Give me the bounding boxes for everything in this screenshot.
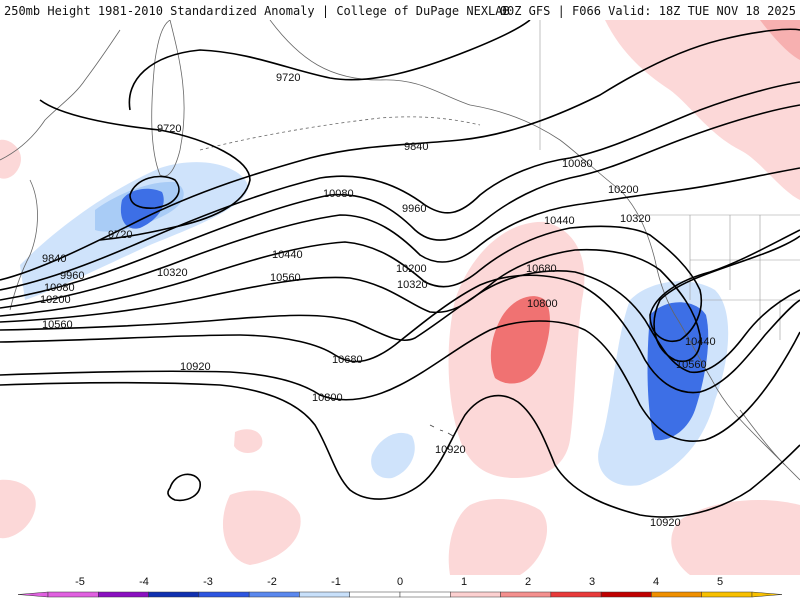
hawaii-islands: [429, 424, 454, 437]
pos-anomaly-far-west: [0, 139, 21, 179]
contour-9960: [0, 81, 800, 291]
contour-label-10320-c: 10320: [620, 213, 651, 225]
contour-label-10320-a: 10320: [157, 267, 188, 279]
colorbar-segment: [47, 591, 99, 598]
colorbar-segment: [450, 591, 501, 598]
pos-anomaly-south-west: [0, 479, 36, 539]
contour-label-10440-a: 10440: [272, 249, 303, 261]
colorbar-tick: 2: [525, 576, 531, 588]
colorbar-tick: -1: [331, 576, 341, 588]
contour-labels: 9720 9720 9720 9840 9840 9960 9960 10080…: [40, 72, 716, 529]
contour-label-10200-b: 10200: [396, 263, 427, 275]
colorbar-segment: [701, 591, 753, 598]
colorbar-tick: -4: [139, 576, 149, 588]
baja-peninsula: [739, 409, 786, 466]
contour-10800: [0, 320, 800, 442]
colorbar-segments: [17, 591, 783, 598]
colorbar-segment: [651, 591, 702, 598]
contour-10920: [0, 381, 800, 518]
pos-anomaly-south-east-2: [671, 500, 800, 575]
contour-label-10680-b: 10680: [526, 263, 557, 275]
contour-label-10080-a: 10080: [44, 282, 75, 294]
contour-label-9840-a: 9840: [42, 253, 66, 265]
colorbar-tick: 5: [717, 576, 723, 588]
contour-label-10680-a: 10680: [332, 354, 363, 366]
contour-10080: [0, 104, 800, 301]
colorbar-segment: [299, 591, 350, 598]
contour-label-10080-c: 10080: [562, 158, 593, 170]
colorbar-segment: [349, 591, 401, 598]
contour-10440: [0, 235, 800, 362]
neg-anomaly-california-dark: [647, 302, 709, 441]
contour-9720-loop: [39, 99, 251, 241]
colorbar-segment: [98, 591, 149, 598]
colorbar-ticks: -5 -4 -3 -2 -1 0 1 2 3 4 5: [75, 576, 723, 588]
colorbar-tick: -3: [203, 576, 213, 588]
coastlines: [0, 20, 800, 481]
colorbar-segment: [148, 591, 200, 598]
colorbar-segment: [248, 591, 300, 598]
kamchatka-coast: [151, 20, 185, 177]
height-contours: [0, 20, 800, 518]
aleutians: [199, 116, 481, 151]
contour-label-9960-b: 9960: [402, 203, 426, 215]
contour-10920-ring: [167, 473, 201, 502]
contour-label-10080-b: 10080: [323, 188, 354, 200]
colorbar-segment: [198, 591, 250, 598]
colorbar-segment: [600, 591, 652, 598]
contour-9840: [0, 28, 800, 281]
anomaly-map: 9720 9720 9720 9840 9840 9960 9960 10080…: [0, 20, 800, 575]
north-america-west-coast: [654, 259, 800, 481]
colorbar-tick: 3: [589, 576, 595, 588]
colorbar-tick: 0: [397, 576, 403, 588]
contour-label-10440-c: 10440: [685, 336, 716, 348]
anomaly-colorbar: -5 -4 -3 -2 -1 0 1 2 3 4 5: [0, 575, 800, 600]
contour-label-10800-b: 10800: [527, 298, 558, 310]
pos-anomaly-central-pacific-dark: [490, 296, 550, 384]
contour-10560: [0, 270, 800, 373]
alaska-coast: [269, 20, 656, 261]
anomaly-shading: [0, 20, 800, 575]
colorbar-tick: -5: [75, 576, 85, 588]
contour-label-10320-b: 10320: [397, 279, 428, 291]
neg-anomaly-west-pacific-dark: [120, 188, 164, 229]
contour-9720-north: [128, 20, 531, 111]
map-title: 250mb Height 1981-2010 Standardized Anom…: [4, 4, 510, 18]
colorbar-arrow-high: [751, 591, 783, 598]
contour-label-10200-c: 10200: [608, 184, 639, 196]
contour-label-9960-a: 9960: [60, 270, 84, 282]
contour-label-10920-c: 10920: [650, 517, 681, 529]
contour-label-10920-b: 10920: [435, 444, 466, 456]
contour-label-10920-a: 10920: [180, 361, 211, 373]
colorbar-segment: [500, 591, 552, 598]
colorbar-segment: [550, 591, 602, 598]
asia-coast: [0, 29, 121, 311]
pos-anomaly-south-east: [448, 498, 548, 575]
contour-10680: [0, 274, 800, 394]
contour-label-9840-b: 9840: [404, 141, 428, 153]
contour-label-10560-c: 10560: [676, 359, 707, 371]
neg-anomaly-central-pacific-light: [371, 432, 415, 479]
contour-label-10200-a: 10200: [40, 294, 71, 306]
pos-anomaly-south-mid: [222, 490, 301, 565]
contour-10200: [0, 167, 800, 309]
contour-label-10560-a: 10560: [42, 319, 73, 331]
colorbar-tick: 1: [461, 576, 467, 588]
map-header: 250mb Height 1981-2010 Standardized Anom…: [0, 0, 800, 20]
contour-9720-core: [129, 175, 180, 209]
contour-label-10440-b: 10440: [544, 215, 575, 227]
pos-anomaly-south-mid-2: [234, 429, 263, 454]
colorbar-segment: [399, 591, 451, 598]
contour-label-9720-c: 9720: [108, 229, 132, 241]
contour-label-9720-b: 9720: [157, 123, 181, 135]
colorbar-tick: 4: [653, 576, 659, 588]
valid-time: 00Z GFS | F066 Valid: 18Z TUE NOV 18 202…: [499, 4, 796, 18]
colorbar-tick: -2: [267, 576, 277, 588]
contour-label-9720-a: 9720: [276, 72, 300, 84]
colorbar-arrow-low: [17, 591, 49, 598]
contour-label-10560-b: 10560: [270, 272, 301, 284]
contour-10320: [0, 225, 800, 342]
contour-label-10800-a: 10800: [312, 392, 343, 404]
